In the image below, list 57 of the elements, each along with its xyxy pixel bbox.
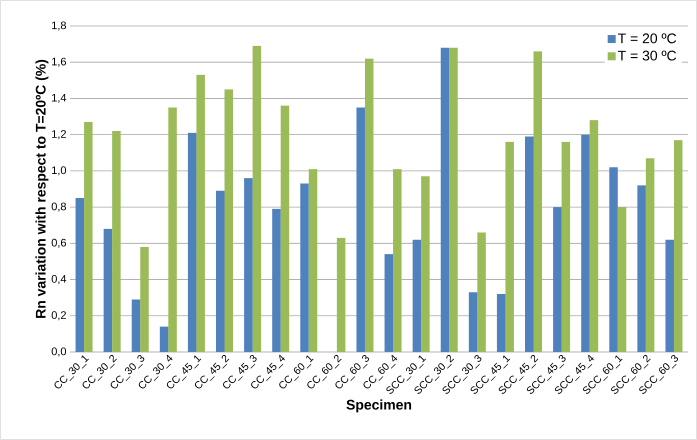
bar <box>646 158 654 352</box>
y-tick-label: 1,6 <box>52 58 66 67</box>
y-tick-label: 0,4 <box>52 275 66 284</box>
bar <box>384 254 394 352</box>
bar <box>356 107 365 352</box>
y-tick-label: 0,0 <box>52 347 66 357</box>
bar <box>168 107 177 352</box>
y-tick-label: 1,2 <box>52 130 66 140</box>
bar <box>534 51 542 352</box>
bar <box>272 208 281 352</box>
bar <box>637 185 646 352</box>
bar <box>140 246 149 352</box>
y-tick-label: 0,8 <box>52 202 66 212</box>
bar <box>496 294 506 352</box>
y-tick-label: 1,0 <box>52 166 66 176</box>
bar <box>609 167 618 352</box>
bar <box>393 169 402 352</box>
bar <box>308 169 318 352</box>
bar <box>216 190 225 352</box>
bar <box>188 132 196 352</box>
y-tick-label: 1,4 <box>52 94 66 103</box>
bar <box>665 240 674 352</box>
bar <box>421 176 430 352</box>
y-tick-label: 1,8 <box>52 21 66 31</box>
bar <box>252 46 262 352</box>
bar <box>562 142 570 352</box>
x-axis-title: Specimen <box>346 399 412 412</box>
bar <box>84 122 93 352</box>
bar <box>196 74 205 352</box>
bar <box>468 292 478 352</box>
bar <box>160 326 168 352</box>
bar <box>618 207 626 352</box>
y-tick-label: 0,2 <box>52 311 66 320</box>
legend-label: T = 30 ºC <box>618 50 676 61</box>
bar <box>244 178 253 352</box>
bar <box>590 120 598 352</box>
y-axis-title: Rn variation with respect to T=20ºC (%) <box>35 60 48 318</box>
bar <box>440 48 450 352</box>
bar <box>112 131 121 352</box>
bar <box>300 184 309 352</box>
y-tick-label: 0,6 <box>52 238 66 248</box>
bar <box>280 106 290 352</box>
bar <box>525 136 534 352</box>
bar <box>477 232 486 352</box>
bar <box>132 299 140 352</box>
legend-label: T = 20 ºC <box>618 33 676 44</box>
bar <box>553 207 562 352</box>
bar <box>505 142 514 352</box>
bar <box>364 58 374 352</box>
bar <box>76 198 84 352</box>
bar <box>412 240 422 352</box>
bar <box>104 228 112 352</box>
bar <box>449 48 458 352</box>
bar <box>581 134 590 352</box>
bar <box>224 89 234 352</box>
bar <box>674 140 682 352</box>
bar <box>336 238 346 352</box>
